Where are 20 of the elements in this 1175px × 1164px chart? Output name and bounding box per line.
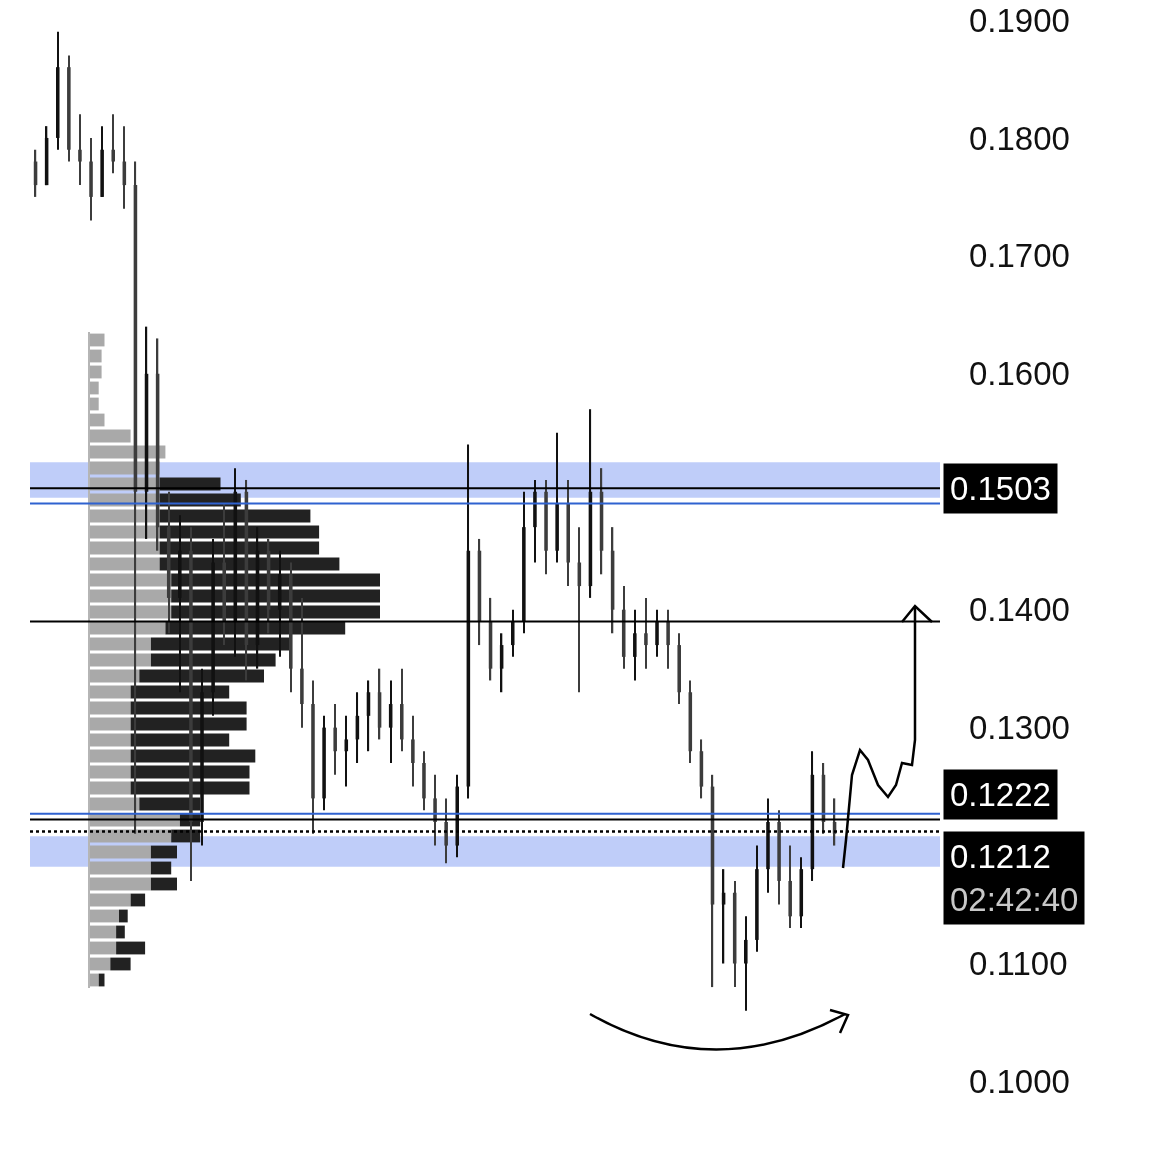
bar [110,957,131,971]
y-tick-label: 0.1900 [969,1,1070,39]
y-tick-label: 0.1800 [969,119,1070,157]
bar [150,845,177,859]
bar [150,861,172,875]
y-tick-label: 0.1600 [969,355,1070,393]
bar [130,893,146,907]
y-tick-label: 0.1000 [969,1062,1070,1100]
bar [98,973,105,987]
bar [116,941,146,955]
y-tick-label: 0.1300 [969,709,1070,747]
y-tick-label: 0.1400 [969,591,1070,629]
bar [116,925,125,939]
bar [150,877,177,891]
ref-line-label: 0.1503 [950,470,1051,507]
bar [119,909,128,923]
legend-label: 0.1212 02:42:40 [950,838,1079,918]
ref-line-label: 0.1222 [950,776,1051,813]
y-tick-label: 0.1100 [969,945,1068,983]
y-tick-label: 0.1700 [969,237,1070,275]
